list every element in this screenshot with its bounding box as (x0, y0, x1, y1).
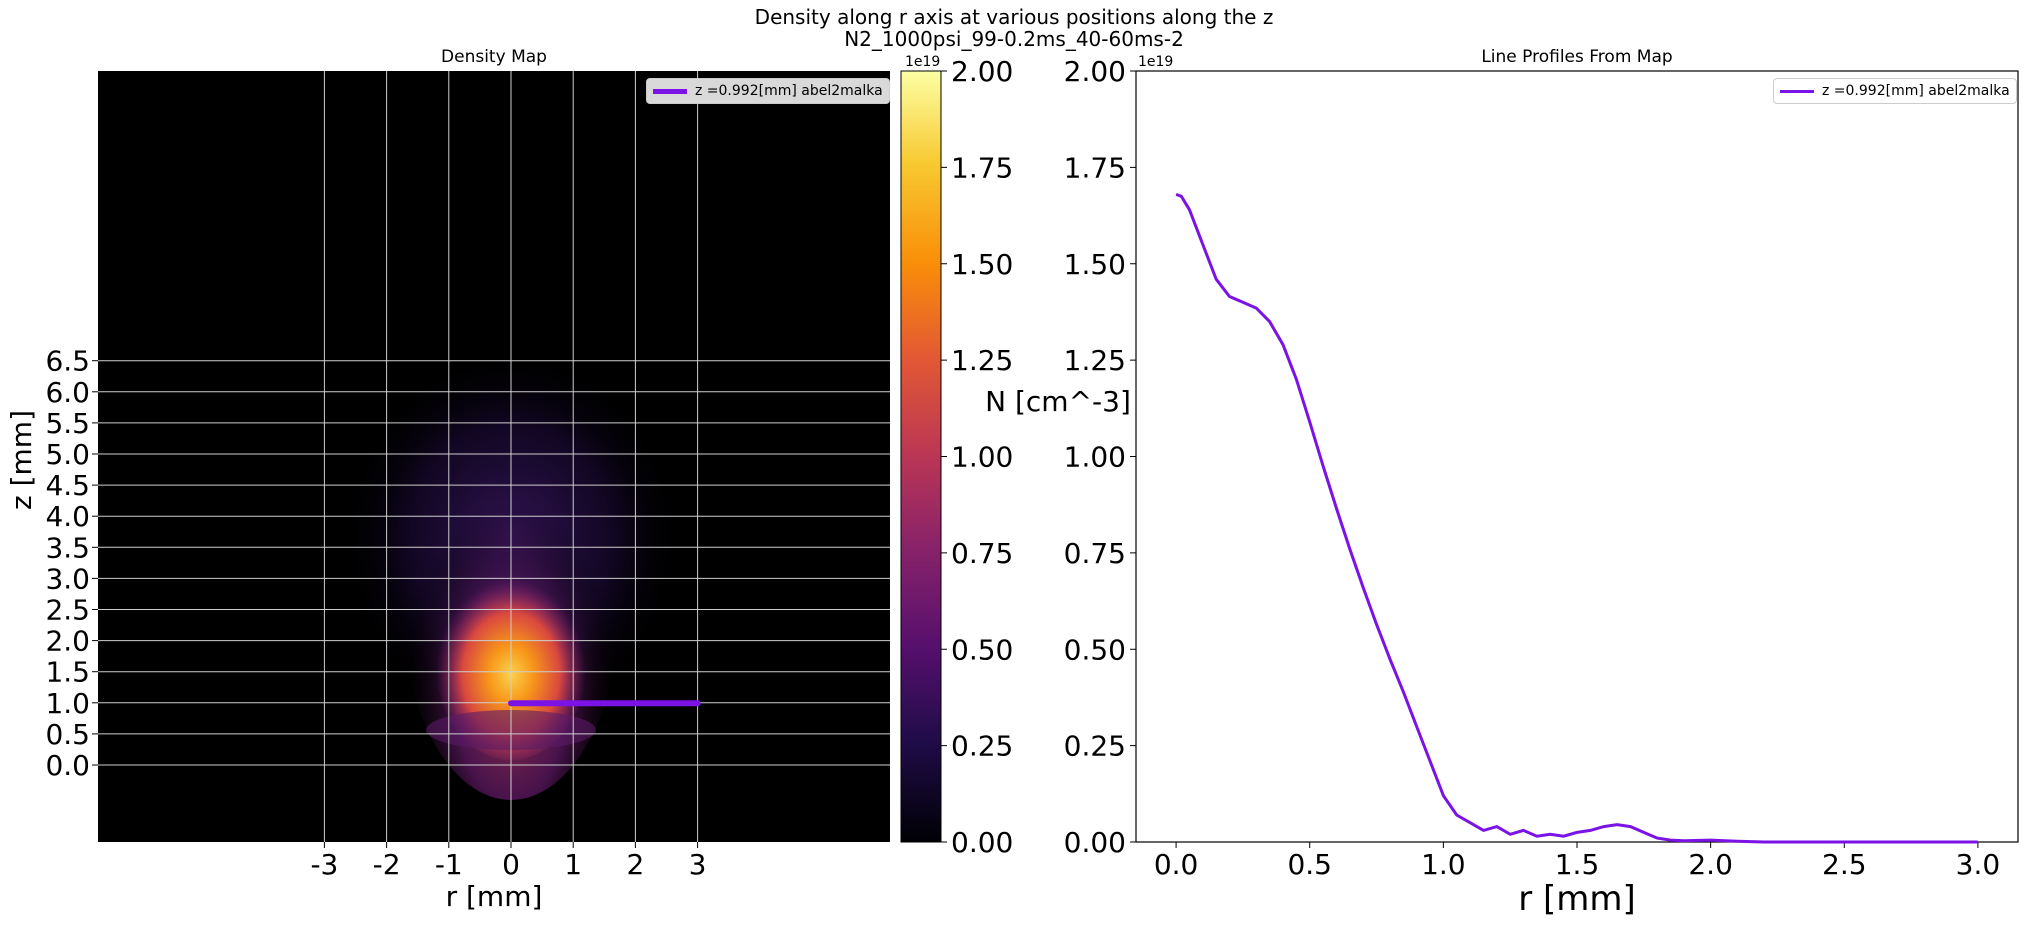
figure-title-line-1: Density along r axis at various position… (754, 5, 1274, 29)
lp-x-tick-label: 1.0 (1421, 848, 1466, 881)
line-profile-series-abel2malka (1175, 192, 1978, 844)
density-map-y-ticks: 0.00.51.01.52.02.53.03.54.04.55.05.56.06… (45, 345, 98, 782)
colorbar-gradient (900, 70, 942, 843)
map-y-tick-label: 3.5 (45, 531, 90, 564)
lp-y-tick-label: 0.75 (1064, 537, 1126, 570)
lp-x-tick-label: 0.0 (1154, 848, 1199, 881)
lp-y-tick-label: 0.25 (1064, 730, 1126, 763)
figure-title-line-2: N2_1000psi_99-0.2ms_40-60ms-2 (844, 27, 1184, 51)
colorbar-tick-label: 0.50 (951, 633, 1013, 666)
map-x-tick-label: -3 (310, 848, 338, 881)
lp-x-tick-label: 2.0 (1688, 848, 1733, 881)
colorbar: 0.00 0.25 0.50 0.75 1.00 1.25 1.50 1.75 2.00 1e1… (900, 54, 1131, 859)
colorbar-tick-label: 0.75 (951, 537, 1013, 570)
lp-x-tick-label: 2.5 (1822, 848, 1867, 881)
line-profile-legend: z =0.992[mm] abel2malka (1773, 78, 2017, 104)
line-profile-axes: 0.0 0.5 1.0 1.5 2.0 2.5 3.0 0.00 0.25 0.50 0.75 1.… (1064, 47, 2019, 919)
line-profile-legend-label: z =0.992[mm] abel2malka (1822, 83, 2010, 99)
density-map-legend-label: z =0.992[mm] abel2malka (695, 83, 883, 99)
lp-y-tick-label: 2.00 (1064, 55, 1126, 88)
map-y-tick-label: 1.5 (45, 656, 90, 689)
lp-y-tick-label: 0.00 (1064, 826, 1126, 859)
density-map-axes: -3 -2 -1 0 1 2 3 0.00.51.01.52.02.53.03.54.04.… (5, 47, 890, 913)
map-x-tick-label: -1 (435, 848, 463, 881)
colorbar-tick-label: 0.00 (951, 826, 1013, 859)
map-y-tick-label: 2.5 (45, 594, 90, 627)
map-y-tick-label: 4.5 (45, 469, 90, 502)
map-x-tick-label: 2 (626, 848, 644, 881)
lp-x-tick-label: 0.5 (1287, 848, 1332, 881)
colorbar-tick-label: 1.00 (951, 441, 1013, 474)
density-map-grid (98, 71, 890, 842)
map-y-tick-label: 5.5 (45, 407, 90, 440)
colorbar-tick-label: 1.50 (951, 248, 1013, 281)
lp-x-tick-label: 1.5 (1555, 848, 1600, 881)
map-y-tick-label: 3.0 (45, 562, 90, 595)
colorbar-offset-text: 1e19 (905, 54, 940, 70)
map-x-tick-label: 1 (564, 848, 582, 881)
map-y-tick-label: 4.0 (45, 500, 90, 533)
colorbar-tick-label: 1.25 (951, 344, 1013, 377)
line-profile-frame (1135, 70, 2019, 843)
map-y-tick-label: 6.5 (45, 345, 90, 378)
lp-y-tick-label: 1.25 (1064, 344, 1126, 377)
colorbar-label: N [cm^-3] (985, 385, 1131, 418)
map-y-tick-label: 6.0 (45, 376, 90, 409)
map-y-tick-label: 0.0 (45, 749, 90, 782)
density-map-x-ticks: -3 -2 -1 0 1 2 3 (310, 842, 707, 881)
line-profile-offset-text: 1e19 (1138, 54, 1173, 70)
colorbar-tick-label: 1.75 (951, 151, 1013, 184)
map-x-tick-label: 3 (689, 848, 707, 881)
lp-y-tick-label: 0.50 (1064, 633, 1126, 666)
line-profile-x-label: r [mm] (1518, 879, 1636, 919)
map-x-tick-label: -2 (373, 848, 401, 881)
density-map-x-label: r [mm] (446, 880, 543, 913)
map-y-tick-label: 5.0 (45, 438, 90, 471)
line-profile-x-ticks: 0.0 0.5 1.0 1.5 2.0 2.5 3.0 (1154, 842, 2000, 881)
legend-line-icon (653, 88, 687, 94)
line-profile-y-ticks: 0.00 0.25 0.50 0.75 1.00 1.25 1.50 1.75 2.00 (1064, 55, 1136, 859)
lp-y-tick-label: 1.00 (1064, 441, 1126, 474)
map-y-tick-label: 1.0 (45, 687, 90, 720)
density-map-legend: z =0.992[mm] abel2malka (646, 78, 890, 104)
map-y-tick-label: 2.0 (45, 625, 90, 658)
map-x-tick-label: 0 (502, 848, 520, 881)
colorbar-tick-label: 2.00 (951, 55, 1013, 88)
colorbar-ticks: 0.00 0.25 0.50 0.75 1.00 1.25 1.50 1.75 2.00 (941, 55, 1013, 859)
density-map-title: Density Map (441, 47, 547, 67)
colorbar-tick-label: 0.25 (951, 730, 1013, 763)
legend-line-icon (1780, 89, 1814, 93)
lp-y-tick-label: 1.75 (1064, 151, 1126, 184)
lp-y-tick-label: 1.50 (1064, 248, 1126, 281)
density-map-y-label: z [mm] (5, 410, 38, 510)
line-profile-title: Line Profiles From Map (1481, 47, 1672, 67)
map-y-tick-label: 0.5 (45, 718, 90, 751)
lp-x-tick-label: 3.0 (1956, 848, 2001, 881)
